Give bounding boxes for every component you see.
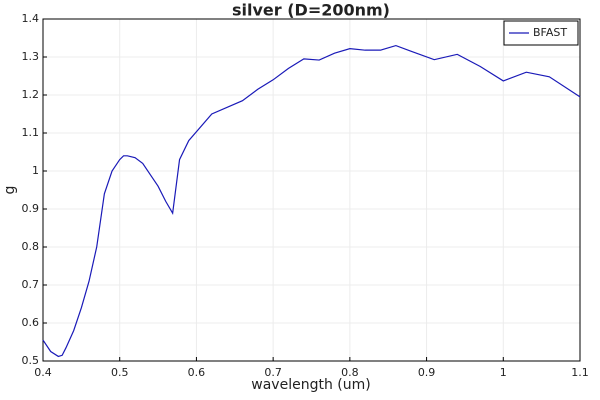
y-tick-label: 1 [32,164,39,177]
x-tick-label: 0.7 [264,366,282,379]
plot-frame [42,18,581,362]
y-tick-label: 1.4 [22,12,40,25]
y-axis-label: g [2,186,18,195]
y-tick-label: 0.6 [22,316,40,329]
x-tick-label: 0.4 [34,366,52,379]
x-tick-label: 0.8 [341,366,359,379]
x-tick-label: 1.1 [571,366,589,379]
x-tick-label: 1 [500,366,507,379]
y-tick-label: 1.3 [22,50,40,63]
y-tick-label: 1.1 [22,126,40,139]
y-tick-label: 0.8 [22,240,40,253]
y-tick-label: 0.7 [22,278,40,291]
x-tick-label: 0.6 [188,366,206,379]
y-tick-label: 0.5 [22,354,40,367]
y-tick-label: 1.2 [22,88,40,101]
chart-title: silver (D=200nm) [232,1,390,20]
x-axis-label: wavelength (um) [251,377,370,393]
x-tick-label: 0.9 [418,366,436,379]
data-line [42,44,581,358]
y-tick-label: 0.9 [22,202,40,215]
x-tick-label: 0.5 [111,366,129,379]
legend-label: BFAST [533,26,567,39]
